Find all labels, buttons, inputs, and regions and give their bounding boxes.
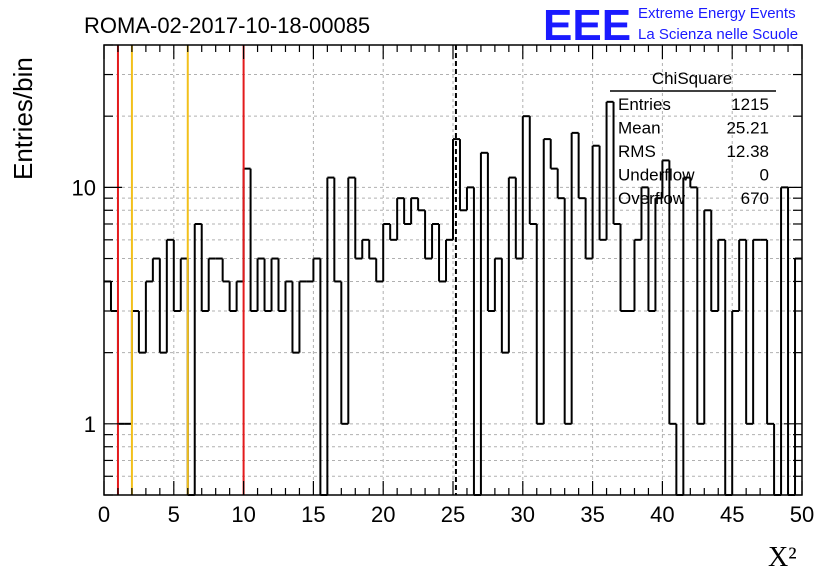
x-tick-label: 10 [231, 502, 255, 527]
stats-row-value: 25.21 [726, 119, 769, 138]
brand-line-1: Extreme Energy Events [638, 5, 796, 22]
axes [103, 44, 803, 496]
x-tick-label: 20 [371, 502, 395, 527]
reference-lines [116, 45, 457, 495]
y-axis-label: Entries/bin [8, 57, 38, 180]
x-tick-label: 5 [168, 502, 180, 527]
y-tick-label: 10 [72, 175, 96, 200]
stats-row-value: 12.38 [726, 142, 769, 161]
x-tick-label: 40 [650, 502, 674, 527]
x-tick-label: 50 [790, 502, 814, 527]
eee-logo: EEE [543, 1, 631, 50]
tick-labels: 0 5 10 15 20 25 30 35 40 45 50 1 10 [72, 175, 815, 527]
histogram [104, 100, 802, 496]
stats-row-label: Entries [618, 95, 671, 114]
x-tick-label: 0 [98, 502, 110, 527]
x-tick-label: 45 [720, 502, 744, 527]
stats-rows: Entries 1215 Mean 25.21 RMS 12.38 Underflow 0 Ov… [618, 95, 769, 208]
stats-box: ChiSquare Entries 1215 Mean 25.21 RMS 12.38 Un… [610, 69, 776, 208]
y-tick-label: 1 [84, 412, 96, 437]
x-tick-label: 30 [511, 502, 535, 527]
stats-row-value: 670 [741, 189, 769, 208]
run-title: ROMA-02-2017-10-18-00085 [84, 13, 370, 38]
x-tick-label: 25 [441, 502, 465, 527]
brand-line-2: La Scienza nelle Scuole [638, 26, 798, 43]
stats-row-value: 1215 [731, 95, 769, 114]
stats-row-label: RMS [618, 142, 656, 161]
stats-row-label: Overflow [618, 189, 686, 208]
x-tick-label: 35 [580, 502, 604, 527]
stats-title: ChiSquare [652, 69, 732, 88]
stats-row-label: Underflow [618, 166, 695, 185]
x-tick-label: 15 [301, 502, 325, 527]
x-axis-label: X² [768, 542, 797, 572]
stats-row-label: Mean [618, 119, 661, 138]
stats-row-value: 0 [760, 166, 769, 185]
